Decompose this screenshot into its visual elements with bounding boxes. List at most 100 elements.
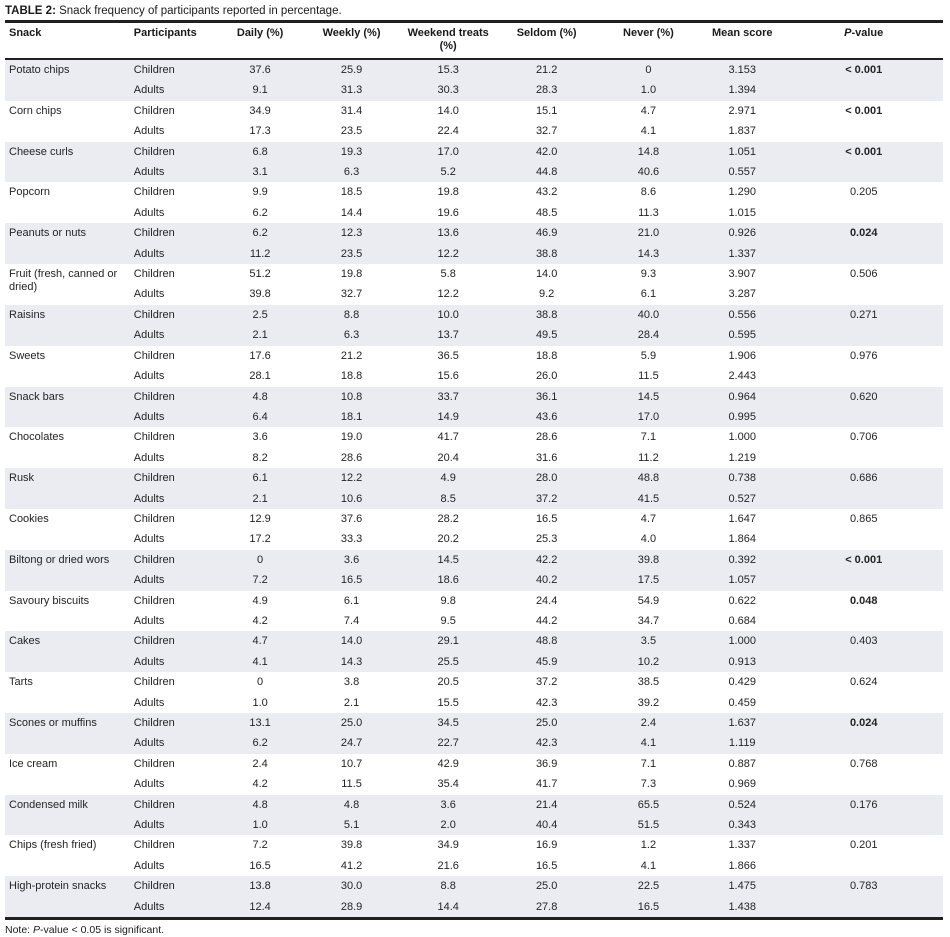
mean-cell: 1.475 bbox=[700, 876, 785, 897]
participant-cell: Adults bbox=[129, 896, 217, 919]
participant-cell: Children bbox=[133, 186, 175, 199]
table-row: Snack bars Children 4.8 10.8 33.7 36.1 14.5 0.9… bbox=[5, 386, 943, 428]
daily-cell: 17.2 bbox=[249, 533, 271, 546]
participant-cell: Children bbox=[129, 468, 217, 489]
never-cell: 34.7 bbox=[637, 614, 660, 627]
header-snack: Snack bbox=[5, 21, 130, 60]
daily-cell: 3.1 bbox=[216, 162, 304, 183]
table-row: Tarts Children 0 3.8 20.5 37.2 38.5 0.429 0.624 bbox=[5, 672, 943, 692]
mean-cell: 0.926 bbox=[700, 223, 785, 244]
p-value-cell: < 0.001 bbox=[784, 549, 943, 591]
never-cell: 4.7 bbox=[640, 512, 657, 525]
table-row: Adults 4.2 11.5 35.4 41.7 7.3 0.969 bbox=[5, 774, 943, 794]
snack-cell: Tarts bbox=[9, 676, 33, 689]
weekly-cell: 25.9 bbox=[303, 59, 400, 81]
note-prefix: Note: bbox=[5, 924, 34, 937]
participant-cell: Adults bbox=[133, 778, 165, 791]
weekly-cell: 8.8 bbox=[303, 304, 400, 326]
seldom-cell: 42.2 bbox=[496, 549, 597, 571]
daily-cell: 6.1 bbox=[216, 468, 304, 489]
participant-cell: Adults bbox=[129, 325, 217, 346]
never-cell: 28.4 bbox=[596, 325, 700, 346]
weekend-cell: 3.6 bbox=[399, 794, 497, 816]
participant-cell: Children bbox=[133, 839, 175, 852]
participant-cell: Adults bbox=[129, 570, 217, 591]
mean-cell: 0.429 bbox=[728, 676, 756, 689]
seldom-cell: 25.0 bbox=[496, 876, 597, 897]
mean-cell: 2.443 bbox=[728, 370, 756, 383]
weekend-cell: 5.8 bbox=[440, 268, 456, 281]
header-mean-score: Mean score bbox=[700, 21, 785, 60]
daily-cell: 1.0 bbox=[216, 815, 304, 836]
table-row: Adults 2.1 10.6 8.5 37.2 41.5 0.527 bbox=[5, 488, 943, 509]
weekly-cell: 23.5 bbox=[303, 243, 400, 265]
seldom-cell: 43.2 bbox=[535, 186, 558, 199]
weekend-cell: 13.6 bbox=[399, 223, 497, 244]
never-cell: 2.4 bbox=[596, 713, 700, 734]
participant-cell: Adults bbox=[133, 370, 165, 383]
weekly-cell: 21.2 bbox=[340, 349, 363, 362]
weekly-cell: 31.3 bbox=[303, 80, 400, 101]
seldom-cell: 9.2 bbox=[539, 288, 555, 301]
never-cell: 54.9 bbox=[637, 594, 660, 607]
table-row: Adults 12.4 28.9 14.4 27.8 16.5 1.438 bbox=[5, 896, 943, 919]
mean-cell: 0.969 bbox=[728, 778, 756, 791]
weekend-cell: 18.6 bbox=[399, 570, 497, 591]
table-row: Adults 1.0 2.1 15.5 42.3 39.2 0.459 bbox=[5, 693, 943, 713]
header-participants: Participants bbox=[129, 21, 217, 60]
snack-cell: Corn chips bbox=[9, 104, 62, 117]
mean-cell: 1.119 bbox=[700, 733, 785, 754]
mean-cell: 1.057 bbox=[700, 570, 785, 591]
table-row: Cheese curls Children 6.8 19.3 17.0 42.0 14.8 1… bbox=[5, 141, 943, 183]
weekly-cell: 19.3 bbox=[303, 141, 400, 163]
participant-cell: Adults bbox=[129, 162, 217, 183]
seldom-cell: 25.3 bbox=[535, 533, 558, 546]
table-row: Cakes Children 4.7 14.0 29.1 48.8 3.5 1.000 0.40… bbox=[5, 631, 943, 673]
weekly-cell: 39.8 bbox=[340, 839, 363, 852]
never-cell: 4.1 bbox=[640, 859, 657, 872]
daily-cell: 4.7 bbox=[216, 631, 304, 652]
table-row: Rusk Children 6.1 12.2 4.9 28.0 48.8 0.738 0.686 bbox=[5, 468, 943, 509]
weekly-cell: 32.7 bbox=[340, 288, 363, 301]
weekly-cell: 41.2 bbox=[340, 859, 363, 872]
table-row: Scones or muffins Children 13.1 25.0 34.5 25.… bbox=[5, 713, 943, 754]
mean-cell: 0.527 bbox=[700, 488, 785, 509]
mean-cell: 1.015 bbox=[728, 206, 756, 219]
table-row: Condensed milk Children 4.8 4.8 3.6 21.4 65.5 0… bbox=[5, 794, 943, 836]
mean-cell: 1.637 bbox=[700, 713, 785, 734]
p-value-cell: 0.620 bbox=[784, 386, 943, 428]
participant-cell: Adults bbox=[129, 406, 217, 428]
p-value-cell: 0.865 bbox=[849, 512, 878, 525]
header-daily: Daily (%) bbox=[216, 21, 304, 60]
never-cell: 14.3 bbox=[596, 243, 700, 265]
weekend-cell: 20.2 bbox=[437, 533, 459, 546]
snack-cell: Chocolates bbox=[9, 431, 65, 444]
snack-cell: Cakes bbox=[5, 631, 130, 673]
seldom-cell: 42.3 bbox=[535, 696, 558, 709]
table-row: Adults 7.2 16.5 18.6 40.2 17.5 1.057 bbox=[5, 570, 943, 591]
weekend-cell: 33.7 bbox=[399, 386, 497, 407]
daily-cell: 12.9 bbox=[249, 512, 271, 525]
seldom-cell: 28.0 bbox=[496, 468, 597, 489]
weekend-cell: 19.8 bbox=[437, 186, 459, 199]
never-cell: 17.0 bbox=[596, 406, 700, 428]
weekly-cell: 30.0 bbox=[303, 876, 400, 897]
participant-cell: Children bbox=[133, 268, 175, 281]
p-value-cell: 0.024 bbox=[784, 223, 943, 265]
daily-cell: 6.8 bbox=[216, 141, 304, 163]
weekend-cell: 9.5 bbox=[440, 614, 456, 627]
daily-cell: 2.1 bbox=[216, 325, 304, 346]
table-row: Adults 1.0 5.1 2.0 40.4 51.5 0.343 bbox=[5, 815, 943, 836]
participant-cell: Children bbox=[133, 104, 175, 117]
never-cell: 40.0 bbox=[596, 304, 700, 326]
snack-cell: Scones or muffins bbox=[5, 713, 130, 754]
never-cell: 7.1 bbox=[640, 431, 657, 444]
seldom-cell: 45.9 bbox=[496, 651, 597, 673]
daily-cell: 0 bbox=[257, 676, 264, 689]
never-cell: 22.5 bbox=[596, 876, 700, 897]
mean-cell: 1.337 bbox=[728, 839, 756, 852]
daily-cell: 4.8 bbox=[216, 386, 304, 407]
seldom-cell: 42.0 bbox=[496, 141, 597, 163]
daily-cell: 16.5 bbox=[249, 859, 271, 872]
never-cell: 7.3 bbox=[640, 778, 657, 791]
